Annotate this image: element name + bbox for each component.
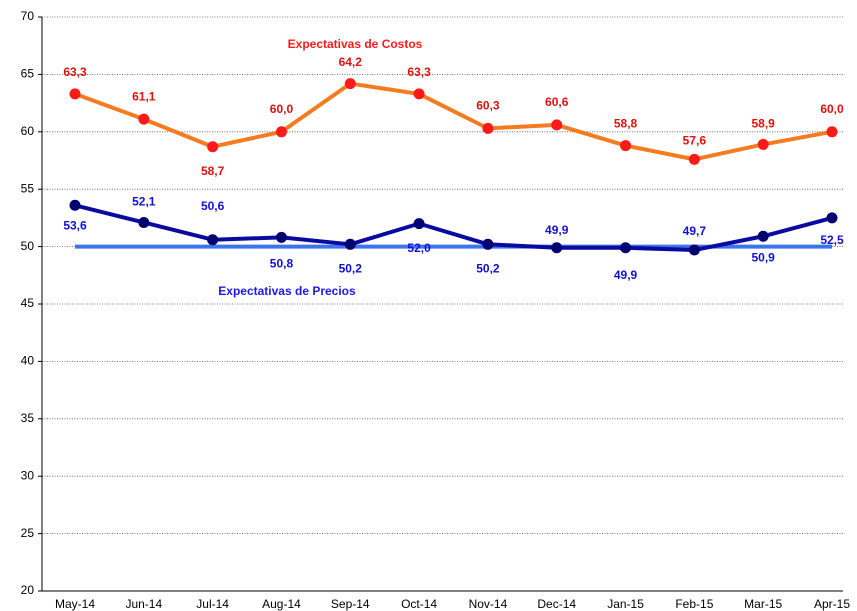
data-label: 50,8	[270, 257, 294, 271]
y-tick-label: 50	[21, 239, 35, 253]
data-label: 50,9	[752, 250, 776, 264]
data-label: 52,1	[132, 195, 156, 209]
y-tick-label: 40	[21, 354, 35, 368]
data-point	[551, 119, 563, 131]
data-label: 58,9	[752, 117, 776, 131]
data-label: 58,7	[201, 164, 225, 178]
data-point	[620, 242, 632, 254]
data-point	[207, 141, 219, 153]
data-label: 60,3	[476, 99, 500, 113]
data-point	[138, 216, 150, 228]
data-label: 52,0	[407, 241, 431, 255]
data-label: 60,0	[820, 102, 844, 116]
x-tick-label: Apr-15	[814, 597, 850, 611]
data-point	[413, 218, 425, 230]
x-tick-label: Dec-14	[537, 597, 576, 611]
data-point	[482, 238, 494, 250]
x-tick-label: Sep-14	[331, 597, 370, 611]
series-line	[74, 203, 833, 253]
x-tick-label: Jan-15	[607, 597, 644, 611]
x-tick-label: May-14	[55, 597, 95, 611]
data-point	[826, 212, 838, 224]
data-point	[207, 234, 219, 246]
series-name: Expectativas de Costos	[288, 37, 423, 51]
data-point	[551, 242, 563, 254]
series-name: Expectativas de Precios	[218, 284, 356, 298]
x-tick-label: Feb-15	[675, 597, 713, 611]
y-tick-label: 55	[21, 181, 35, 195]
data-label: 57,6	[683, 134, 707, 148]
data-label: 49,9	[545, 223, 569, 237]
y-tick-label: 65	[21, 67, 35, 81]
data-label: 63,3	[63, 65, 87, 79]
y-tick-label: 20	[21, 583, 35, 597]
series-line	[74, 81, 833, 162]
data-point	[413, 88, 425, 100]
data-point	[620, 140, 632, 152]
data-label: 61,1	[132, 89, 156, 103]
data-point	[482, 122, 494, 134]
y-tick-label: 60	[21, 124, 35, 138]
data-point	[344, 238, 356, 250]
data-point	[275, 126, 287, 138]
data-label: 58,8	[614, 117, 638, 131]
y-tick-label: 45	[21, 296, 35, 310]
data-point	[138, 113, 150, 125]
data-label: 60,0	[270, 102, 294, 116]
data-label: 52,5	[820, 233, 844, 247]
data-point	[344, 78, 356, 90]
data-point	[688, 153, 700, 165]
data-label: 50,2	[476, 261, 500, 275]
x-tick-label: Aug-14	[262, 597, 301, 611]
data-point	[69, 199, 81, 211]
data-point	[69, 88, 81, 100]
x-tick-label: Nov-14	[469, 597, 508, 611]
y-tick-label: 35	[21, 411, 35, 425]
y-tick-label: 70	[21, 9, 35, 23]
data-point	[757, 230, 769, 242]
data-point	[757, 138, 769, 150]
data-label: 63,3	[407, 65, 431, 79]
data-point	[688, 244, 700, 256]
data-point	[826, 126, 838, 138]
x-tick-label: Jul-14	[196, 597, 229, 611]
y-tick-label: 30	[21, 468, 35, 482]
x-tick-label: Jun-14	[125, 597, 162, 611]
data-label: 50,6	[201, 199, 225, 213]
data-label: 49,9	[614, 268, 638, 282]
data-point	[275, 231, 287, 243]
data-label: 49,7	[683, 224, 707, 238]
x-tick-label: Oct-14	[401, 597, 437, 611]
data-label: 64,2	[339, 55, 363, 69]
data-label: 50,2	[339, 261, 363, 275]
data-label: 53,6	[63, 218, 87, 232]
x-tick-label: Mar-15	[744, 597, 782, 611]
y-tick-label: 25	[21, 526, 35, 540]
data-label: 60,6	[545, 95, 569, 109]
